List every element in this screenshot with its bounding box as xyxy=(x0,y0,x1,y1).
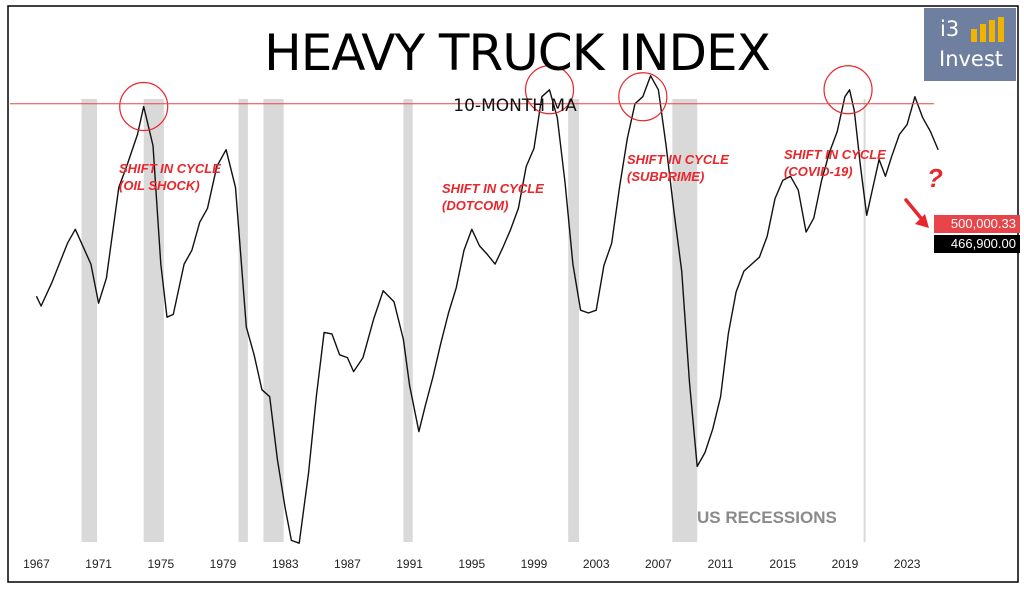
x-tick-label: 1995 xyxy=(458,557,485,571)
x-tick-label: 1987 xyxy=(334,557,361,571)
chart-subtitle: 10-MONTH MA xyxy=(453,96,577,116)
x-tick-label: 1983 xyxy=(272,557,299,571)
logo-text-line1: i3 xyxy=(940,17,960,41)
annotation-oil-shock: SHIFT IN CYCLE (OIL SHOCK) xyxy=(119,161,221,193)
recession-band xyxy=(238,99,248,542)
series-line xyxy=(35,75,939,544)
bar-chart-icon xyxy=(971,17,1007,42)
x-tick-label: 2003 xyxy=(583,557,610,571)
x-tick-label: 1991 xyxy=(396,557,423,571)
x-tick-label: 1999 xyxy=(521,557,548,571)
annotation-subprime: SHIFT IN CYCLE (SUBPRIME) xyxy=(627,152,729,184)
recession-band xyxy=(568,99,580,542)
current-price-tag: 466,900.00 xyxy=(934,235,1020,253)
recession-band xyxy=(263,99,284,542)
x-tick-label: 2007 xyxy=(645,557,672,571)
highlight-circle xyxy=(618,72,668,122)
annotation-dotcom: SHIFT IN CYCLE (DOTCOM) xyxy=(442,181,544,213)
x-tick-label: 2023 xyxy=(894,557,921,571)
x-tick-label: 1967 xyxy=(23,557,50,571)
recession-band xyxy=(143,99,164,542)
x-tick-label: 1971 xyxy=(85,557,112,571)
logo-text-line2: Invest xyxy=(939,47,1004,71)
x-tick-label: 1975 xyxy=(147,557,174,571)
recession-band xyxy=(863,99,866,542)
brand-logo: i3 Invest xyxy=(924,8,1016,81)
recession-band xyxy=(403,99,413,542)
x-tick-label: 1979 xyxy=(210,557,237,571)
recessions-label: US RECESSIONS xyxy=(697,508,837,527)
x-tick-label: 2015 xyxy=(769,557,796,571)
highlight-circle xyxy=(823,65,873,115)
x-tick-label: 2011 xyxy=(708,557,734,571)
annotation-covid: SHIFT IN CYCLE (COVID-19) xyxy=(784,147,886,179)
chart-frame xyxy=(7,5,1019,583)
x-tick-label: 2019 xyxy=(832,557,859,571)
threshold-price-tag: 500,000.33 xyxy=(934,215,1020,233)
recession-band xyxy=(81,99,98,542)
question-mark: ? xyxy=(927,163,943,193)
highlight-circle xyxy=(119,81,169,132)
arrow-head-icon xyxy=(915,214,929,228)
highlight-circle xyxy=(524,65,575,115)
chart-title: HEAVY TRUCK INDEX xyxy=(264,24,771,82)
